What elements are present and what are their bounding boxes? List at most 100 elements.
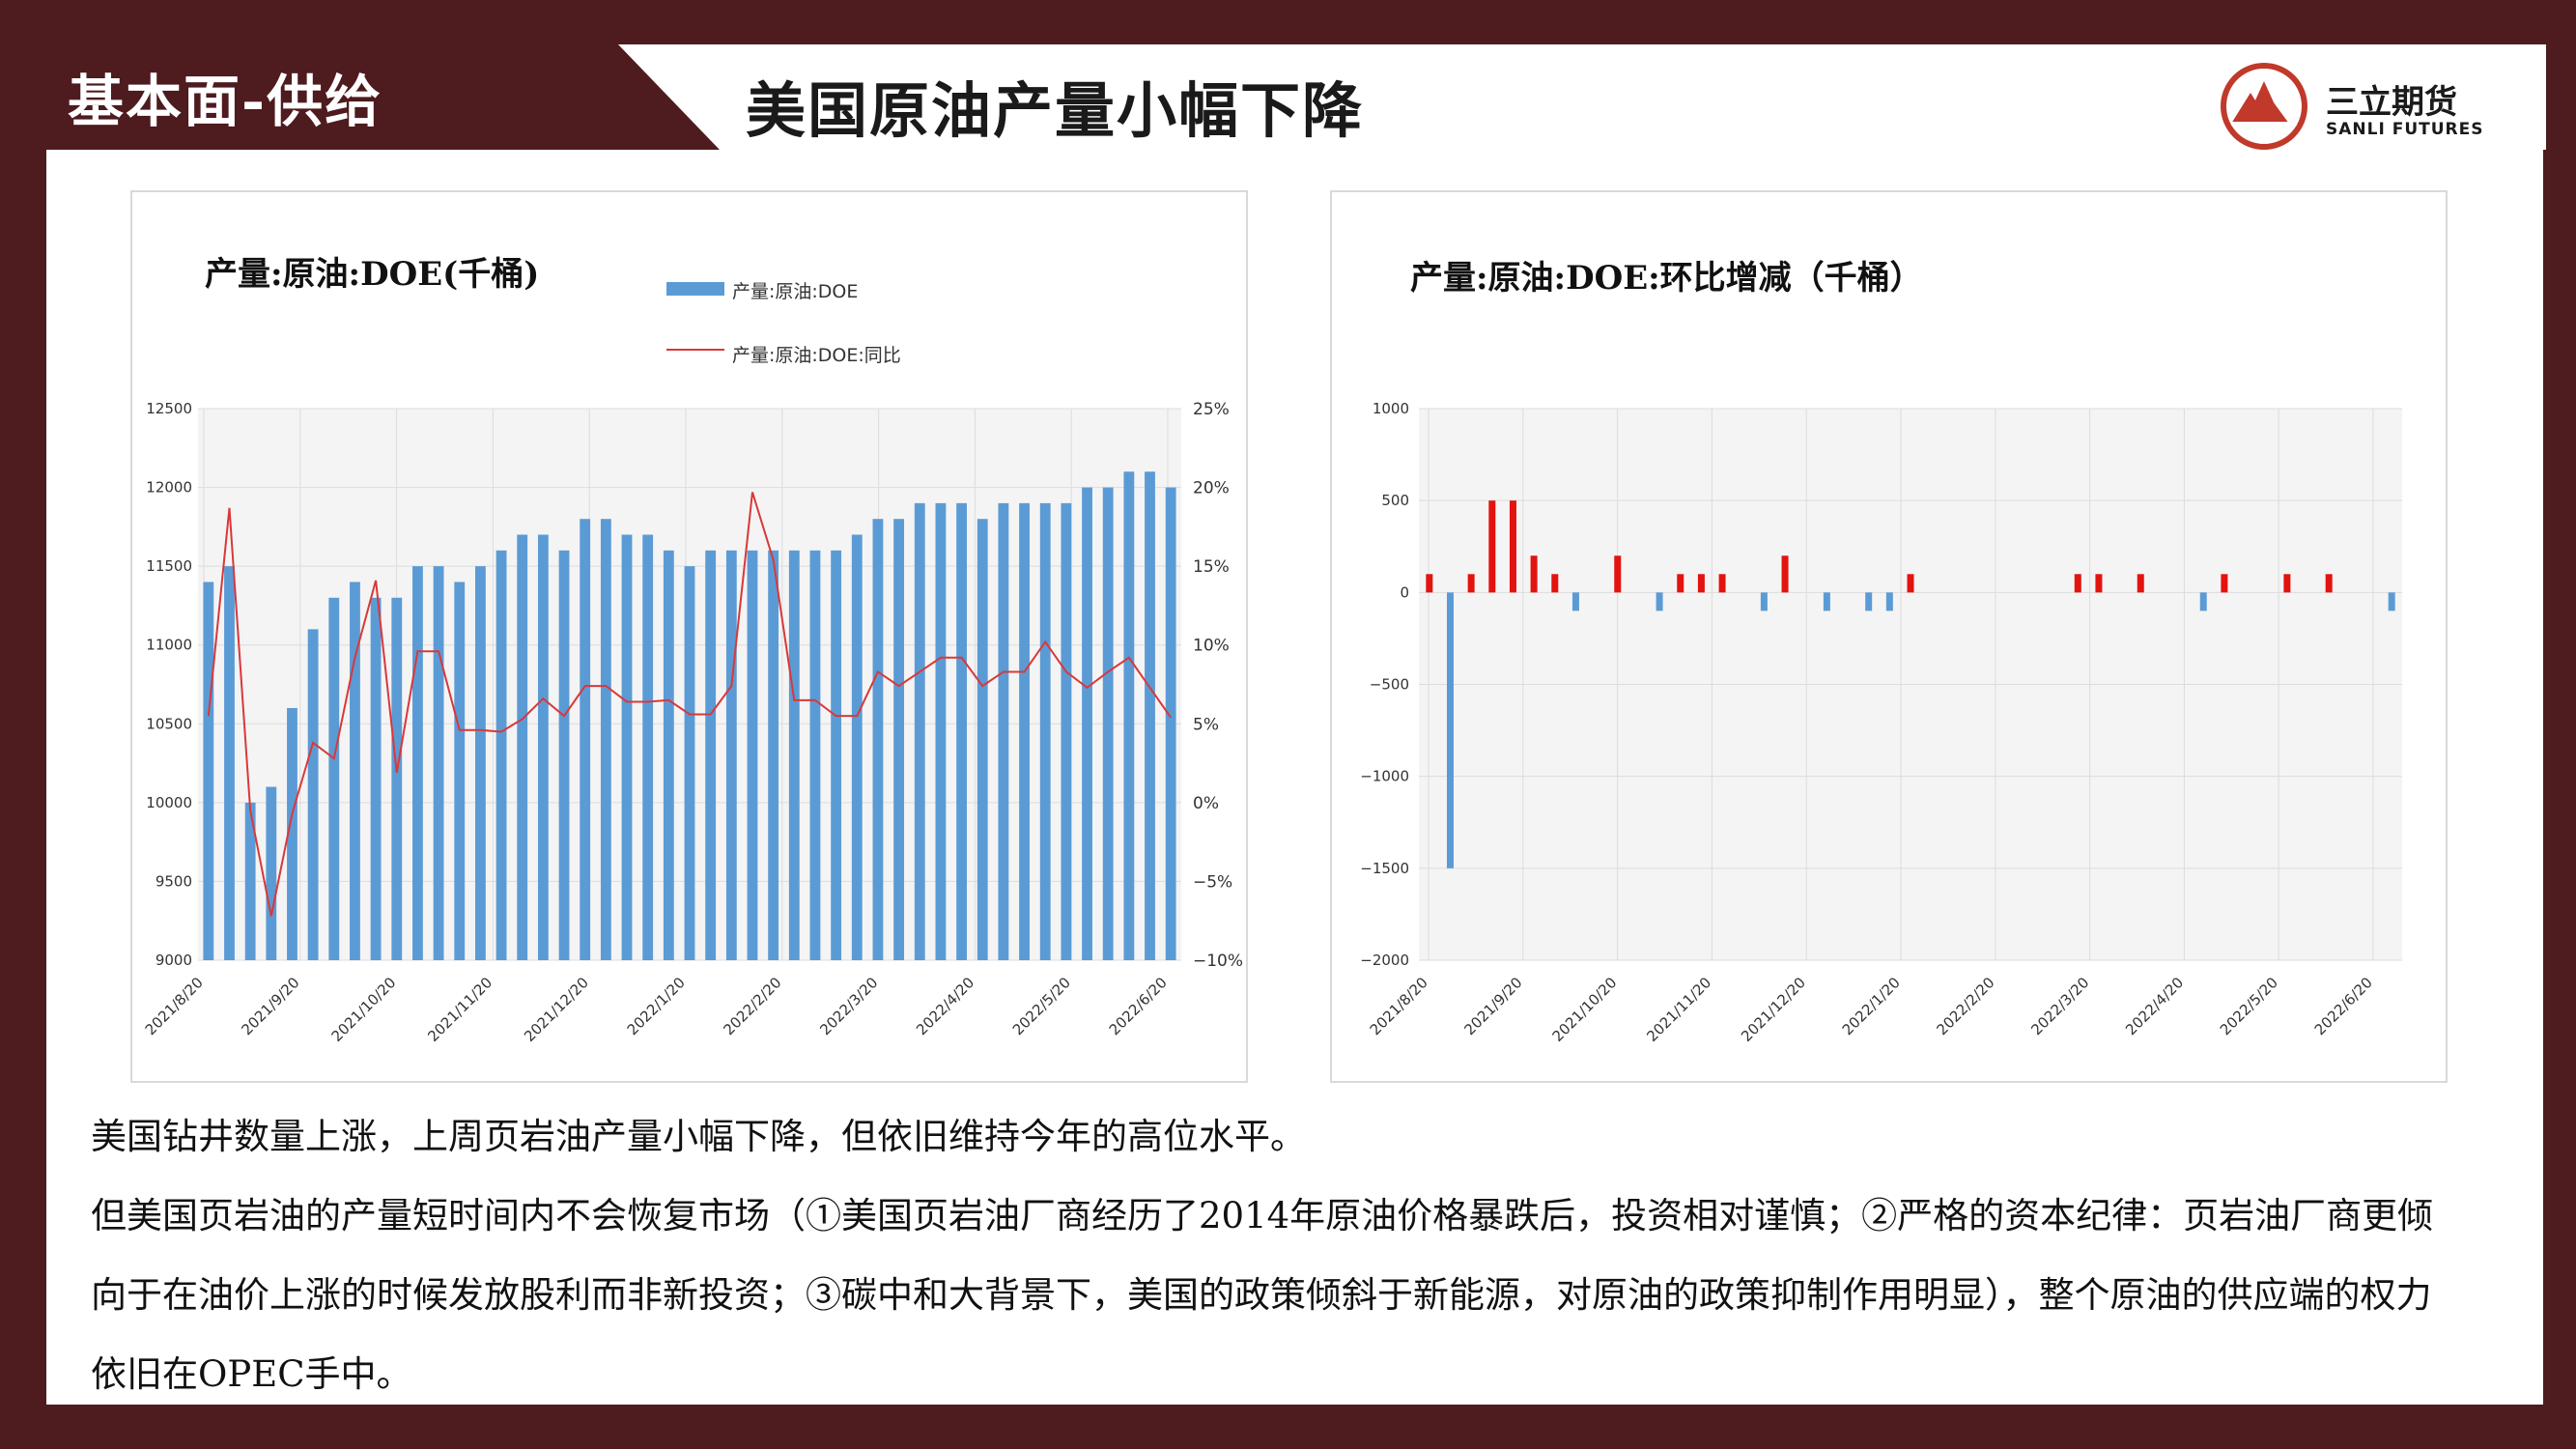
change-bar <box>1781 555 1789 593</box>
y-tick-label: −1000 <box>1360 768 1409 785</box>
change-bar <box>1571 592 1579 611</box>
production-bar <box>203 582 214 960</box>
production-bar <box>914 502 925 960</box>
x-tick-label: 2021/11/20 <box>1643 974 1714 1045</box>
change-bar <box>1509 500 1516 593</box>
production-bar <box>495 550 507 960</box>
production-bar <box>517 534 528 960</box>
chart-2-title: 产量:原油:DOE:环比增减（千桶） <box>1410 259 1923 298</box>
change-bar <box>1907 574 1914 593</box>
legend-line-label: 产量:原油:DOE:同比 <box>732 345 901 366</box>
change-bar <box>1467 574 1475 593</box>
production-bar <box>580 519 591 960</box>
x-tick-label: 2022/3/20 <box>816 974 881 1038</box>
production-bar <box>663 550 674 960</box>
section-title: 基本面-供给 <box>68 69 383 134</box>
yoy-line <box>207 492 1172 917</box>
y-right-tick-label: 15% <box>1193 557 1230 577</box>
change-bar <box>2095 574 2103 593</box>
y-right-tick-label: −5% <box>1193 872 1232 892</box>
x-tick-label: 2022/4/20 <box>913 974 977 1038</box>
production-bar <box>831 550 842 960</box>
production-bar <box>705 550 717 960</box>
production-bar <box>788 550 800 960</box>
production-bar <box>1102 487 1114 960</box>
y-left-tick-label: 9500 <box>156 872 192 890</box>
x-tick-label: 2022/3/20 <box>2027 974 2092 1038</box>
production-bar <box>391 597 403 960</box>
production-bar <box>809 550 821 960</box>
production-bar <box>266 786 277 960</box>
production-bar <box>244 802 256 960</box>
change-bar <box>2199 592 2207 611</box>
change-bar <box>2283 574 2291 593</box>
production-bar <box>935 502 947 960</box>
y-right-tick-label: 0% <box>1193 794 1219 813</box>
commentary-text: 美国钻井数量上涨，上周页岩油产量小幅下降，但依旧维持今年的高位水平。 但美国页岩… <box>91 1097 2467 1414</box>
production-bar <box>537 534 549 960</box>
production-bar <box>893 519 905 960</box>
page-title: 美国原油产量小幅下降 <box>746 75 1365 146</box>
y-tick-label: 0 <box>1400 583 1409 601</box>
x-tick-label: 2021/10/20 <box>328 974 400 1045</box>
change-bar <box>1614 555 1622 593</box>
production-bar <box>1061 502 1072 960</box>
production-bar <box>684 566 695 960</box>
production-bar <box>956 502 967 960</box>
change-bar <box>2137 574 2144 593</box>
sanli-logo-icon <box>2221 63 2307 150</box>
y-tick-label: 500 <box>1381 492 1409 509</box>
production-bar <box>350 582 360 960</box>
commentary-paragraph-2: 但美国页岩油的产量短时间内不会恢复市场（①美国页岩油厂商经历了2014年原油价格… <box>91 1195 2434 1395</box>
production-bar <box>1165 487 1176 960</box>
change-bar <box>1530 555 1538 593</box>
chart-1-title: 产量:原油:DOE(千桶) <box>205 255 540 294</box>
y-right-tick-label: 20% <box>1193 479 1230 498</box>
y-right-tick-label: 10% <box>1193 637 1230 656</box>
y-right-tick-label: 25% <box>1193 400 1230 419</box>
production-bar <box>851 534 863 960</box>
x-tick-label: 2022/5/20 <box>1009 974 1074 1038</box>
x-tick-label: 2022/2/20 <box>1934 974 1998 1038</box>
production-bar <box>725 550 737 960</box>
change-bar <box>2388 592 2395 611</box>
y-tick-label: −1500 <box>1360 860 1409 877</box>
production-bar <box>1019 502 1030 960</box>
production-bar <box>454 582 466 960</box>
x-tick-label: 2021/8/20 <box>1367 974 1431 1038</box>
change-bar <box>1823 592 1830 611</box>
change-bar <box>1488 500 1496 593</box>
legend-line-swatch <box>666 349 724 351</box>
y-left-tick-label: 10000 <box>146 794 192 811</box>
y-tick-label: −500 <box>1370 676 1409 694</box>
production-bar <box>558 550 570 960</box>
y-left-tick-label: 9000 <box>156 952 192 969</box>
header-band <box>0 0 2576 150</box>
y-left-tick-label: 12500 <box>146 400 192 417</box>
x-tick-label: 2022/4/20 <box>2122 974 2187 1038</box>
production-bar <box>433 566 444 960</box>
legend-bar-swatch <box>666 282 724 296</box>
title-banner <box>618 44 2546 150</box>
production-bar <box>998 502 1009 960</box>
commentary-paragraph-1: 美国钻井数量上涨，上周页岩油产量小幅下降，但依旧维持今年的高位水平。 <box>91 1116 1306 1157</box>
x-tick-label: 2022/2/20 <box>721 974 785 1038</box>
change-bar <box>1885 592 1893 611</box>
change-bar <box>1446 592 1454 868</box>
change-bar <box>1677 574 1684 593</box>
x-tick-label: 2022/6/20 <box>1106 974 1171 1038</box>
legend-bar-label: 产量:原油:DOE <box>732 281 859 302</box>
y-right-tick-label: −10% <box>1193 952 1243 971</box>
change-bar <box>1697 574 1705 593</box>
production-bar <box>768 550 779 960</box>
logo-subtitle: SANLI FUTURES <box>2326 120 2484 139</box>
production-bar <box>621 534 633 960</box>
production-chart: 9000 9500 10000 10500 11000 11500 12000 12500 −1… <box>142 400 1243 1045</box>
x-tick-label: 2021/10/20 <box>1549 974 1621 1045</box>
production-bar <box>642 534 654 960</box>
production-bar <box>1123 471 1135 960</box>
change-bar <box>1656 592 1663 611</box>
change-bar <box>2325 574 2333 593</box>
x-tick-label: 2021/8/20 <box>142 974 207 1038</box>
x-tick-label: 2021/9/20 <box>239 974 303 1038</box>
